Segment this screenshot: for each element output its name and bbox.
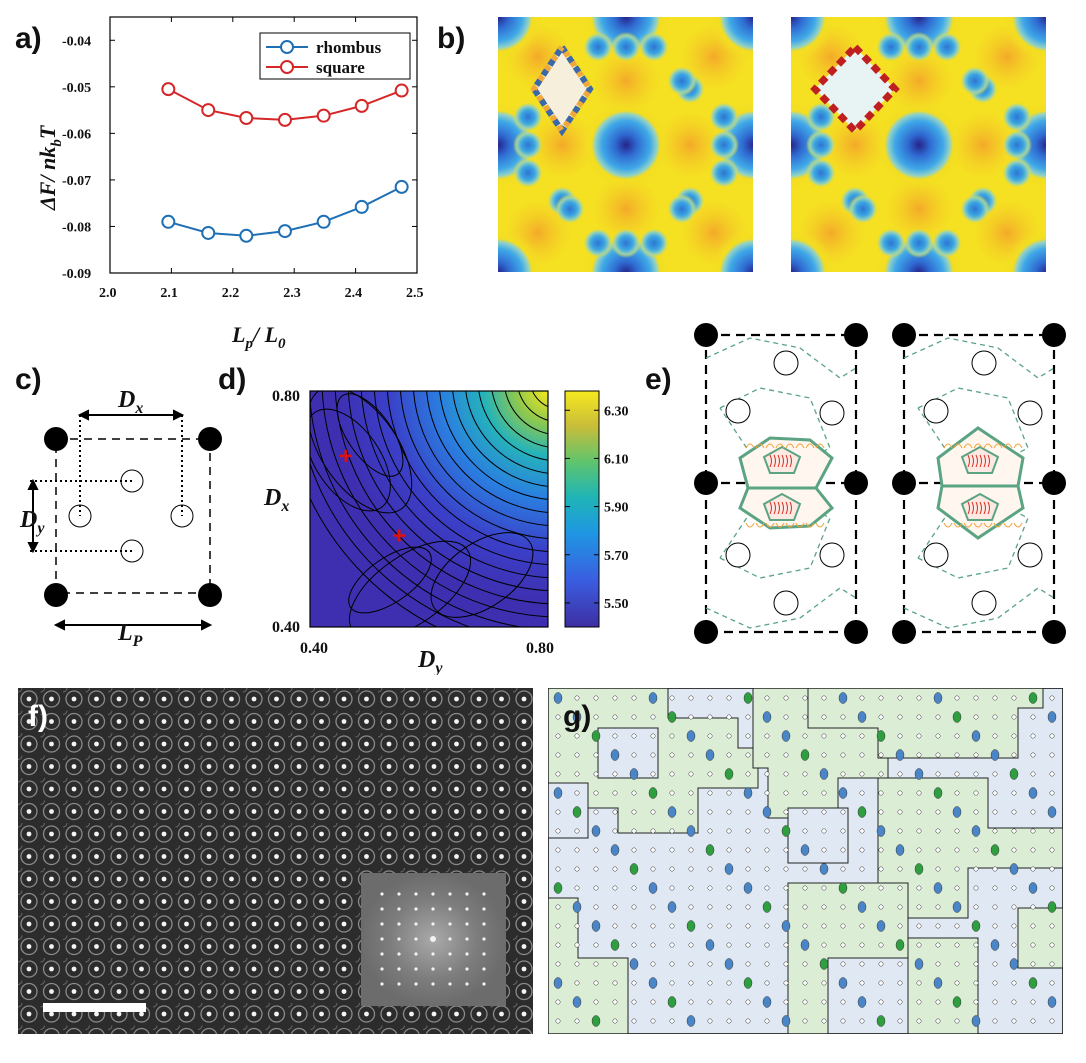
panel-b-pattern-rhombus [498, 17, 753, 272]
d-xlabel: Dy [417, 647, 443, 675]
dy-label: Dy [19, 507, 45, 537]
d-xtick-0: 0.40 [300, 640, 328, 657]
data-point-rhombus [161, 214, 176, 229]
x-tick-label: 2.1 [160, 286, 178, 301]
y-tick-label: -0.04 [62, 34, 91, 49]
data-point-square [354, 98, 369, 113]
panel-f-sem-image [18, 688, 533, 1034]
lp-label: LP [117, 620, 143, 650]
data-point-square [316, 108, 331, 123]
data-point-rhombus [239, 228, 254, 243]
panel-a-label: a) [15, 22, 42, 55]
panel-d-contour: 0.40 0.80 0.40 0.80 Dy Dx 6.30 6.10 5.90 5.… [263, 388, 629, 675]
colorbar-tick-label: 6.10 [604, 452, 629, 467]
dx-label: Dx [117, 387, 143, 417]
x-tick-label: 2.4 [345, 286, 363, 301]
y-tick-label: -0.09 [62, 267, 91, 282]
x-tick-label: 2.0 [99, 286, 117, 301]
data-point-square [277, 112, 292, 127]
data-point-square [161, 82, 176, 97]
panel-d-label: d) [218, 363, 247, 396]
data-point-square [201, 103, 216, 118]
panel-b-pattern-square [791, 17, 1046, 272]
panel-c-schematic: Dx Dy LP [19, 387, 222, 650]
data-point-rhombus [394, 179, 409, 194]
d-ylabel: Dx [263, 485, 289, 515]
data-point-rhombus [354, 199, 369, 214]
y-tick-label: -0.05 [62, 81, 91, 96]
y-tick-label: -0.07 [62, 174, 91, 189]
colorbar [564, 390, 600, 628]
data-point-rhombus [316, 214, 331, 229]
panel-e-schematic [694, 323, 1066, 644]
panel-b-label: b) [437, 22, 466, 55]
legend-rhombus: rhombus [316, 38, 382, 57]
x-axis-label: Lp/ L0 [231, 322, 286, 352]
minimum-marker [339, 449, 352, 462]
legend-square: square [316, 58, 365, 77]
minimum-marker [393, 529, 406, 542]
panel-g-label: g) [563, 700, 592, 733]
panel-f-label: f) [28, 700, 48, 733]
scale-bar [43, 1003, 146, 1012]
panel-c-label: c) [15, 363, 42, 396]
y-axis-label: ΔF/ nkbT [35, 124, 65, 211]
data-point-square [394, 83, 409, 98]
colorbar-tick-label: 5.50 [604, 597, 629, 612]
d-xtick-1: 0.80 [526, 640, 554, 657]
data-point-square [239, 111, 254, 126]
square-outline [810, 41, 900, 137]
panel-a-chart: 2.0 2.1 2.2 2.3 2.4 2.5 -0.04 -0.05 -0.06 -0.07 -0… [35, 16, 424, 352]
x-tick-label: 2.2 [222, 286, 240, 301]
panel-g-tiling [548, 688, 1063, 1034]
d-ytick-1: 0.80 [272, 388, 300, 405]
colorbar-tick-label: 6.30 [604, 404, 629, 419]
x-tick-label: 2.3 [283, 286, 301, 301]
colorbar-tick-label: 5.70 [604, 549, 629, 564]
d-ytick-0: 0.40 [272, 619, 300, 636]
plot-frame [109, 16, 418, 274]
data-point-rhombus [201, 225, 216, 240]
data-point-rhombus [277, 224, 292, 239]
colorbar-tick-label: 5.90 [604, 501, 629, 516]
panel-e-label: e) [645, 363, 672, 396]
y-tick-label: -0.06 [62, 127, 91, 142]
legend: rhombus square [259, 32, 411, 80]
x-tick-label: 2.5 [406, 286, 424, 301]
y-tick-label: -0.08 [62, 220, 91, 235]
